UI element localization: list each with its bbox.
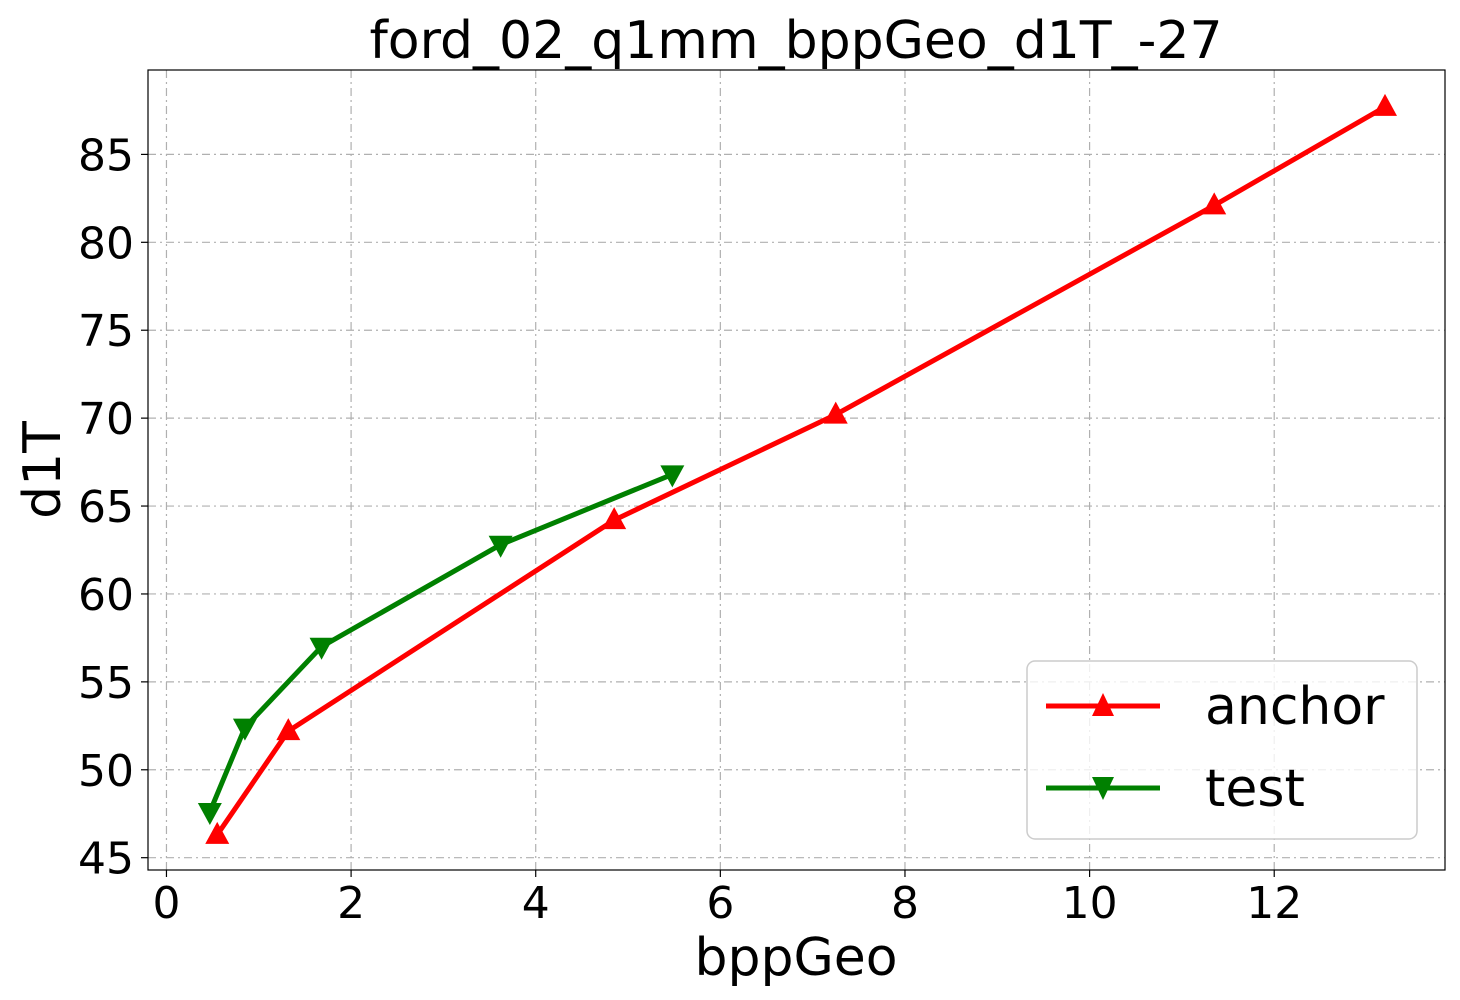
chart-title: ford_02_q1mm_bppGeo_d1T_-27 [369, 11, 1222, 71]
data-point-test [660, 465, 685, 488]
data-point-anchor [823, 401, 848, 424]
x-axis-label: bppGeo [694, 928, 897, 988]
data-point-anchor [276, 718, 301, 741]
legend-marker-anchor [1092, 693, 1114, 716]
y-tick-label: 80 [78, 218, 134, 269]
x-tick-label: 6 [706, 878, 734, 929]
x-tick-label: 8 [891, 878, 919, 929]
data-point-test [232, 718, 257, 741]
data-point-test [197, 802, 222, 825]
data-point-anchor [602, 507, 627, 530]
data-point-anchor [205, 821, 230, 844]
legend-label-test: test [1205, 759, 1305, 819]
y-tick-label: 45 [78, 834, 134, 885]
y-tick-label: 85 [78, 130, 134, 181]
y-tick-label: 65 [78, 482, 134, 533]
data-point-anchor [1202, 192, 1227, 215]
y-tick-label: 75 [78, 306, 134, 357]
plot-frame [147, 69, 1446, 871]
y-tick-label: 70 [78, 394, 134, 445]
legend-label-anchor: anchor [1205, 677, 1385, 737]
y-tick-label: 60 [78, 570, 134, 621]
x-tick-label: 12 [1246, 878, 1302, 929]
y-tick-label: 55 [78, 658, 134, 709]
data-point-anchor [1372, 93, 1397, 116]
data-point-test [309, 637, 334, 660]
tick-layer: 0 2 4 6 8 10 12 45 50 55 60 65 70 75 80 85 [78, 130, 1302, 929]
x-tick-label: 0 [152, 878, 180, 929]
y-tick-label: 50 [78, 746, 134, 797]
x-tick-label: 4 [522, 878, 550, 929]
series-line-anchor [215, 104, 1387, 837]
x-tick-label: 10 [1062, 878, 1118, 929]
series-layer [197, 93, 1397, 844]
legend-marker-test [1092, 777, 1114, 800]
x-tick-label: 2 [337, 878, 365, 929]
y-axis-label: d1T [13, 421, 73, 519]
legend: anchor test [1026, 660, 1418, 840]
data-point-test [488, 535, 513, 558]
